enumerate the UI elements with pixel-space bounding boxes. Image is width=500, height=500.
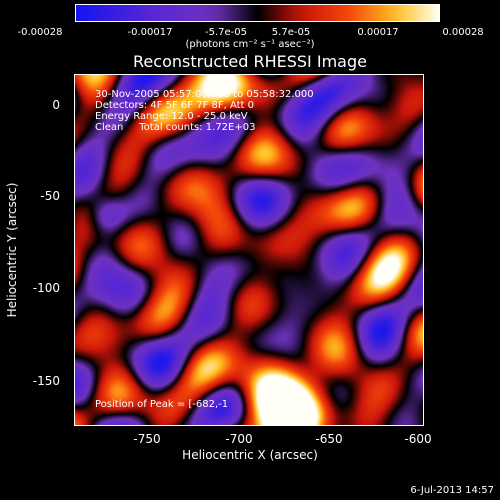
y-tick: 0 [52, 98, 60, 112]
colorbar-units: (photons cm⁻² s⁻¹ asec⁻²) [185, 39, 315, 50]
image-title: Reconstructed RHESSI Image [133, 52, 367, 71]
colorbar [75, 4, 440, 22]
peak-annotation: Position of Peak = [-682,-1 [95, 399, 229, 410]
x-tick: -600 [404, 432, 432, 446]
clean-annotation: Clean Total counts: 1.72E+03 [95, 122, 256, 133]
y-tick: -100 [32, 281, 60, 295]
x-tick: -700 [225, 432, 253, 446]
colorbar-tick: 5.7e-05 [271, 27, 311, 38]
y-tick: -150 [32, 374, 60, 388]
image-plot: 30-Nov-2005 05:57:00.000 to 05:58:32.000… [74, 74, 424, 426]
energy-annotation: Energy Range: 12.0 - 25.0 keV [95, 111, 248, 122]
colorbar-tick: 0.00028 [442, 27, 484, 38]
detectors-annotation: Detectors: 4F 5F 6F 7F 8F, Att 0 [95, 100, 255, 111]
y-tick: -50 [40, 189, 60, 203]
x-tick: -750 [133, 432, 161, 446]
x-axis-label: Heliocentric X (arcsec) [182, 448, 318, 462]
rhessi-map [75, 75, 423, 425]
time-annotation: 30-Nov-2005 05:57:00.000 to 05:58:32.000 [95, 89, 314, 100]
colorbar-tick: -0.00028 [17, 27, 63, 38]
timestamp: 6-Jul-2013 14:57 [410, 485, 494, 496]
y-axis-label: Heliocentric Y (arcsec) [5, 182, 19, 318]
x-tick: -650 [315, 432, 343, 446]
colorbar-tick: -0.00017 [127, 27, 173, 38]
colorbar-tick: 0.00017 [357, 27, 399, 38]
colorbar-tick: -5.7e-05 [205, 27, 247, 38]
